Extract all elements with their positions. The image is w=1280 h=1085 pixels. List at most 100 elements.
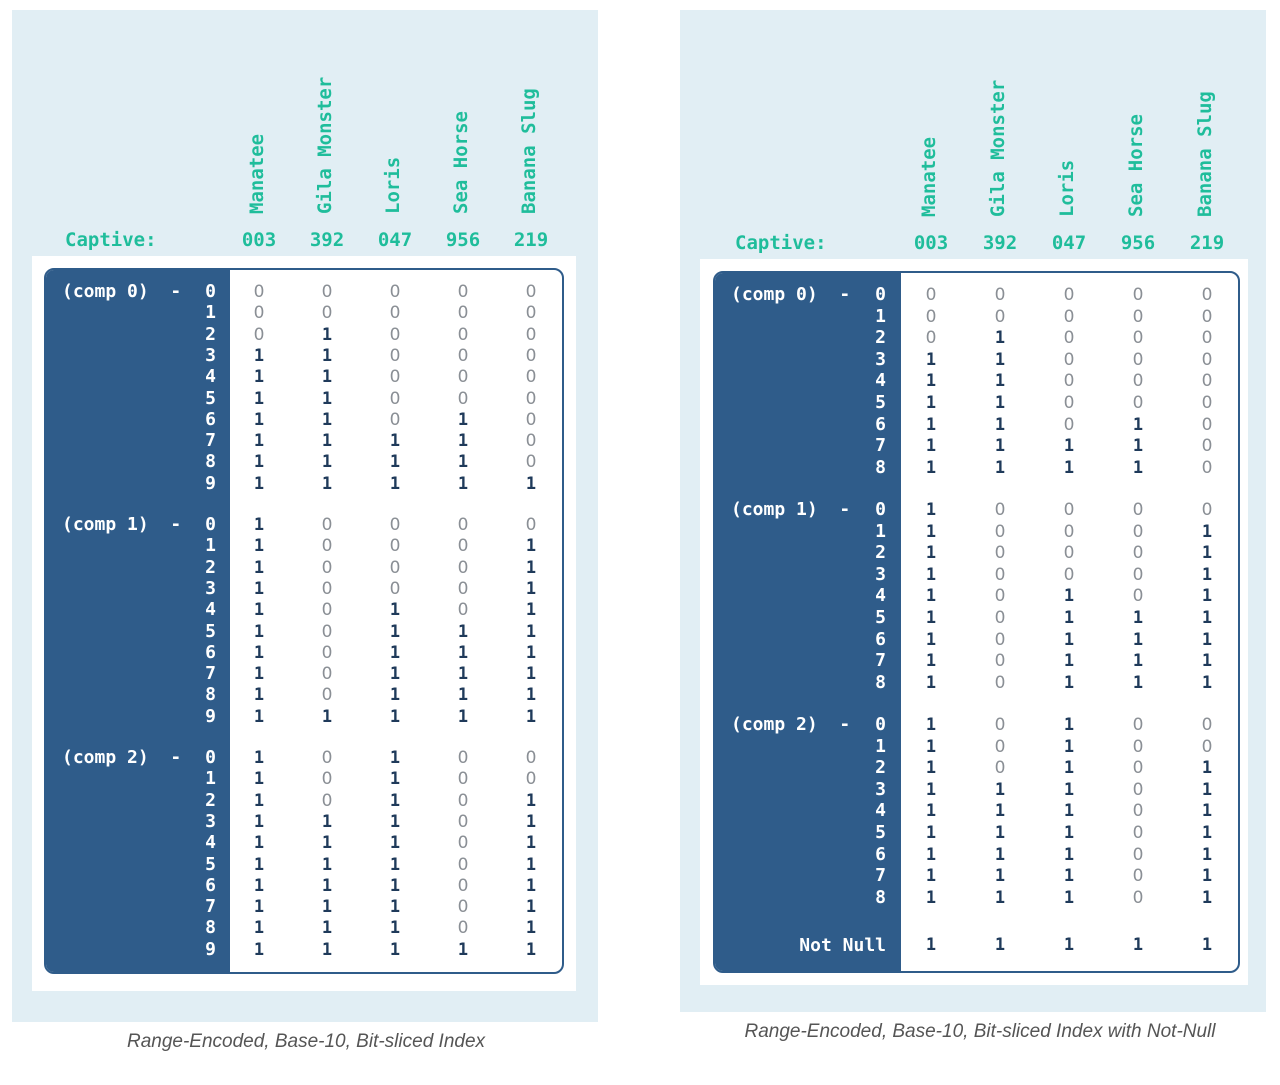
row-digit: 1 (205, 768, 216, 790)
bit-cell: 1 (253, 664, 265, 685)
row-digit: 0 (875, 499, 886, 520)
bit-cell: 1 (389, 452, 401, 473)
bit-cell: 0 (389, 345, 401, 366)
bit-cell: 1 (321, 431, 333, 452)
row-digit: 7 (205, 663, 216, 685)
bit-cell: 1 (457, 939, 469, 960)
captive-code: 392 (309, 229, 345, 251)
bit-cell: 0 (525, 431, 537, 452)
bit-cell: 0 (994, 306, 1006, 327)
not-null-bit: 1 (1063, 935, 1075, 955)
column-header-sea-horse: Sea Horse (450, 111, 472, 214)
bit-cell: 0 (525, 748, 537, 768)
bit-cell: 1 (253, 769, 265, 790)
bit-cell: 0 (1132, 586, 1144, 607)
bit-cell: 0 (321, 748, 333, 768)
bit-cell: 1 (925, 564, 937, 585)
bit-cell: 0 (994, 672, 1006, 693)
bit-cell: 0 (389, 536, 401, 557)
row-digit: 3 (875, 778, 886, 800)
bit-cell: 1 (253, 515, 265, 535)
bit-cell: 0 (1201, 285, 1213, 305)
bit-cell: 1 (1201, 564, 1213, 585)
bit-cell: 0 (457, 578, 469, 599)
bit-cell: 1 (1132, 608, 1144, 628)
bit-cell: 1 (925, 651, 937, 672)
bit-cell: 1 (1063, 844, 1075, 865)
bit-cell: 1 (1201, 651, 1213, 672)
bit-cell: 1 (925, 801, 937, 822)
bit-cell: 0 (457, 769, 469, 790)
bit-cell: 0 (457, 854, 469, 875)
row-digit: 7 (875, 650, 886, 672)
bit-cell: 1 (389, 685, 401, 706)
bit-cell: 1 (253, 452, 265, 473)
bit-cell: 1 (994, 328, 1006, 349)
bit-cell: 1 (253, 748, 265, 768)
bit-cell: 1 (925, 371, 937, 392)
row-digit: 2 (205, 323, 216, 345)
row-digit: 1 (205, 535, 216, 557)
bit-cell: 1 (253, 409, 265, 430)
bit-cell: 0 (389, 282, 401, 302)
not-null-bit: 1 (1132, 935, 1144, 955)
bit-cell: 1 (253, 642, 265, 663)
bit-cell: 0 (1132, 328, 1144, 349)
row-digit: 8 (875, 456, 886, 478)
bit-cell: 0 (1132, 823, 1144, 843)
bit-cell: 1 (994, 823, 1006, 843)
bit-cell: 0 (994, 651, 1006, 672)
bit-cell: 1 (1063, 887, 1075, 908)
bit-cell: 0 (1132, 564, 1144, 585)
bit-cell: 1 (1063, 866, 1075, 887)
bit-cell: 1 (925, 543, 937, 564)
bit-cell: 1 (253, 685, 265, 706)
bit-cell: 1 (525, 897, 537, 918)
bit-cell: 1 (994, 393, 1006, 413)
bit-cell: 1 (994, 866, 1006, 887)
bit-cell: 1 (925, 436, 937, 457)
bit-cell: 1 (457, 452, 469, 473)
bit-cell: 0 (525, 409, 537, 430)
bit-cell: 0 (1201, 736, 1213, 757)
bit-cell: 1 (925, 500, 937, 520)
row-digit: 6 (875, 413, 886, 435)
bit-cell: 1 (389, 833, 401, 854)
bit-cell: 1 (321, 918, 333, 939)
bit-cell: 1 (1063, 672, 1075, 693)
bit-cell: 0 (925, 306, 937, 327)
bit-cell: 1 (321, 473, 333, 494)
bit-cell: 0 (994, 285, 1006, 305)
bit-cell: 1 (1063, 736, 1075, 757)
row-label-column (715, 273, 901, 971)
bit-cell: 0 (525, 452, 537, 473)
bit-cell: 0 (994, 500, 1006, 520)
bit-cell: 1 (994, 844, 1006, 865)
bit-cell: 0 (321, 664, 333, 685)
column-header-banana-slug: Banana Slug (1194, 91, 1216, 217)
bit-cell: 1 (389, 918, 401, 939)
bit-cell: 0 (457, 367, 469, 388)
bit-cell: 1 (1132, 436, 1144, 457)
row-digit: 2 (875, 757, 886, 779)
bit-cell: 1 (1063, 457, 1075, 478)
bit-cell: 1 (253, 600, 265, 621)
captive-code: 003 (913, 232, 949, 254)
bit-cell: 0 (389, 367, 401, 388)
component-label-1: (comp 1) - (731, 499, 851, 520)
bit-cell: 0 (1201, 457, 1213, 478)
component-label-0: (comp 0) - (62, 281, 182, 302)
bit-cell: 1 (389, 897, 401, 918)
bit-cell: 1 (925, 736, 937, 757)
bit-cell: 1 (389, 769, 401, 790)
bit-cell: 1 (1201, 866, 1213, 887)
bit-cell: 1 (253, 875, 265, 896)
row-digit: 0 (205, 281, 216, 302)
bit-cell: 0 (525, 303, 537, 324)
captive-code: 003 (241, 229, 277, 251)
bit-cell: 1 (389, 790, 401, 811)
bit-cell: 0 (925, 328, 937, 349)
row-digit: 9 (205, 472, 216, 494)
bit-cell: 1 (253, 367, 265, 388)
